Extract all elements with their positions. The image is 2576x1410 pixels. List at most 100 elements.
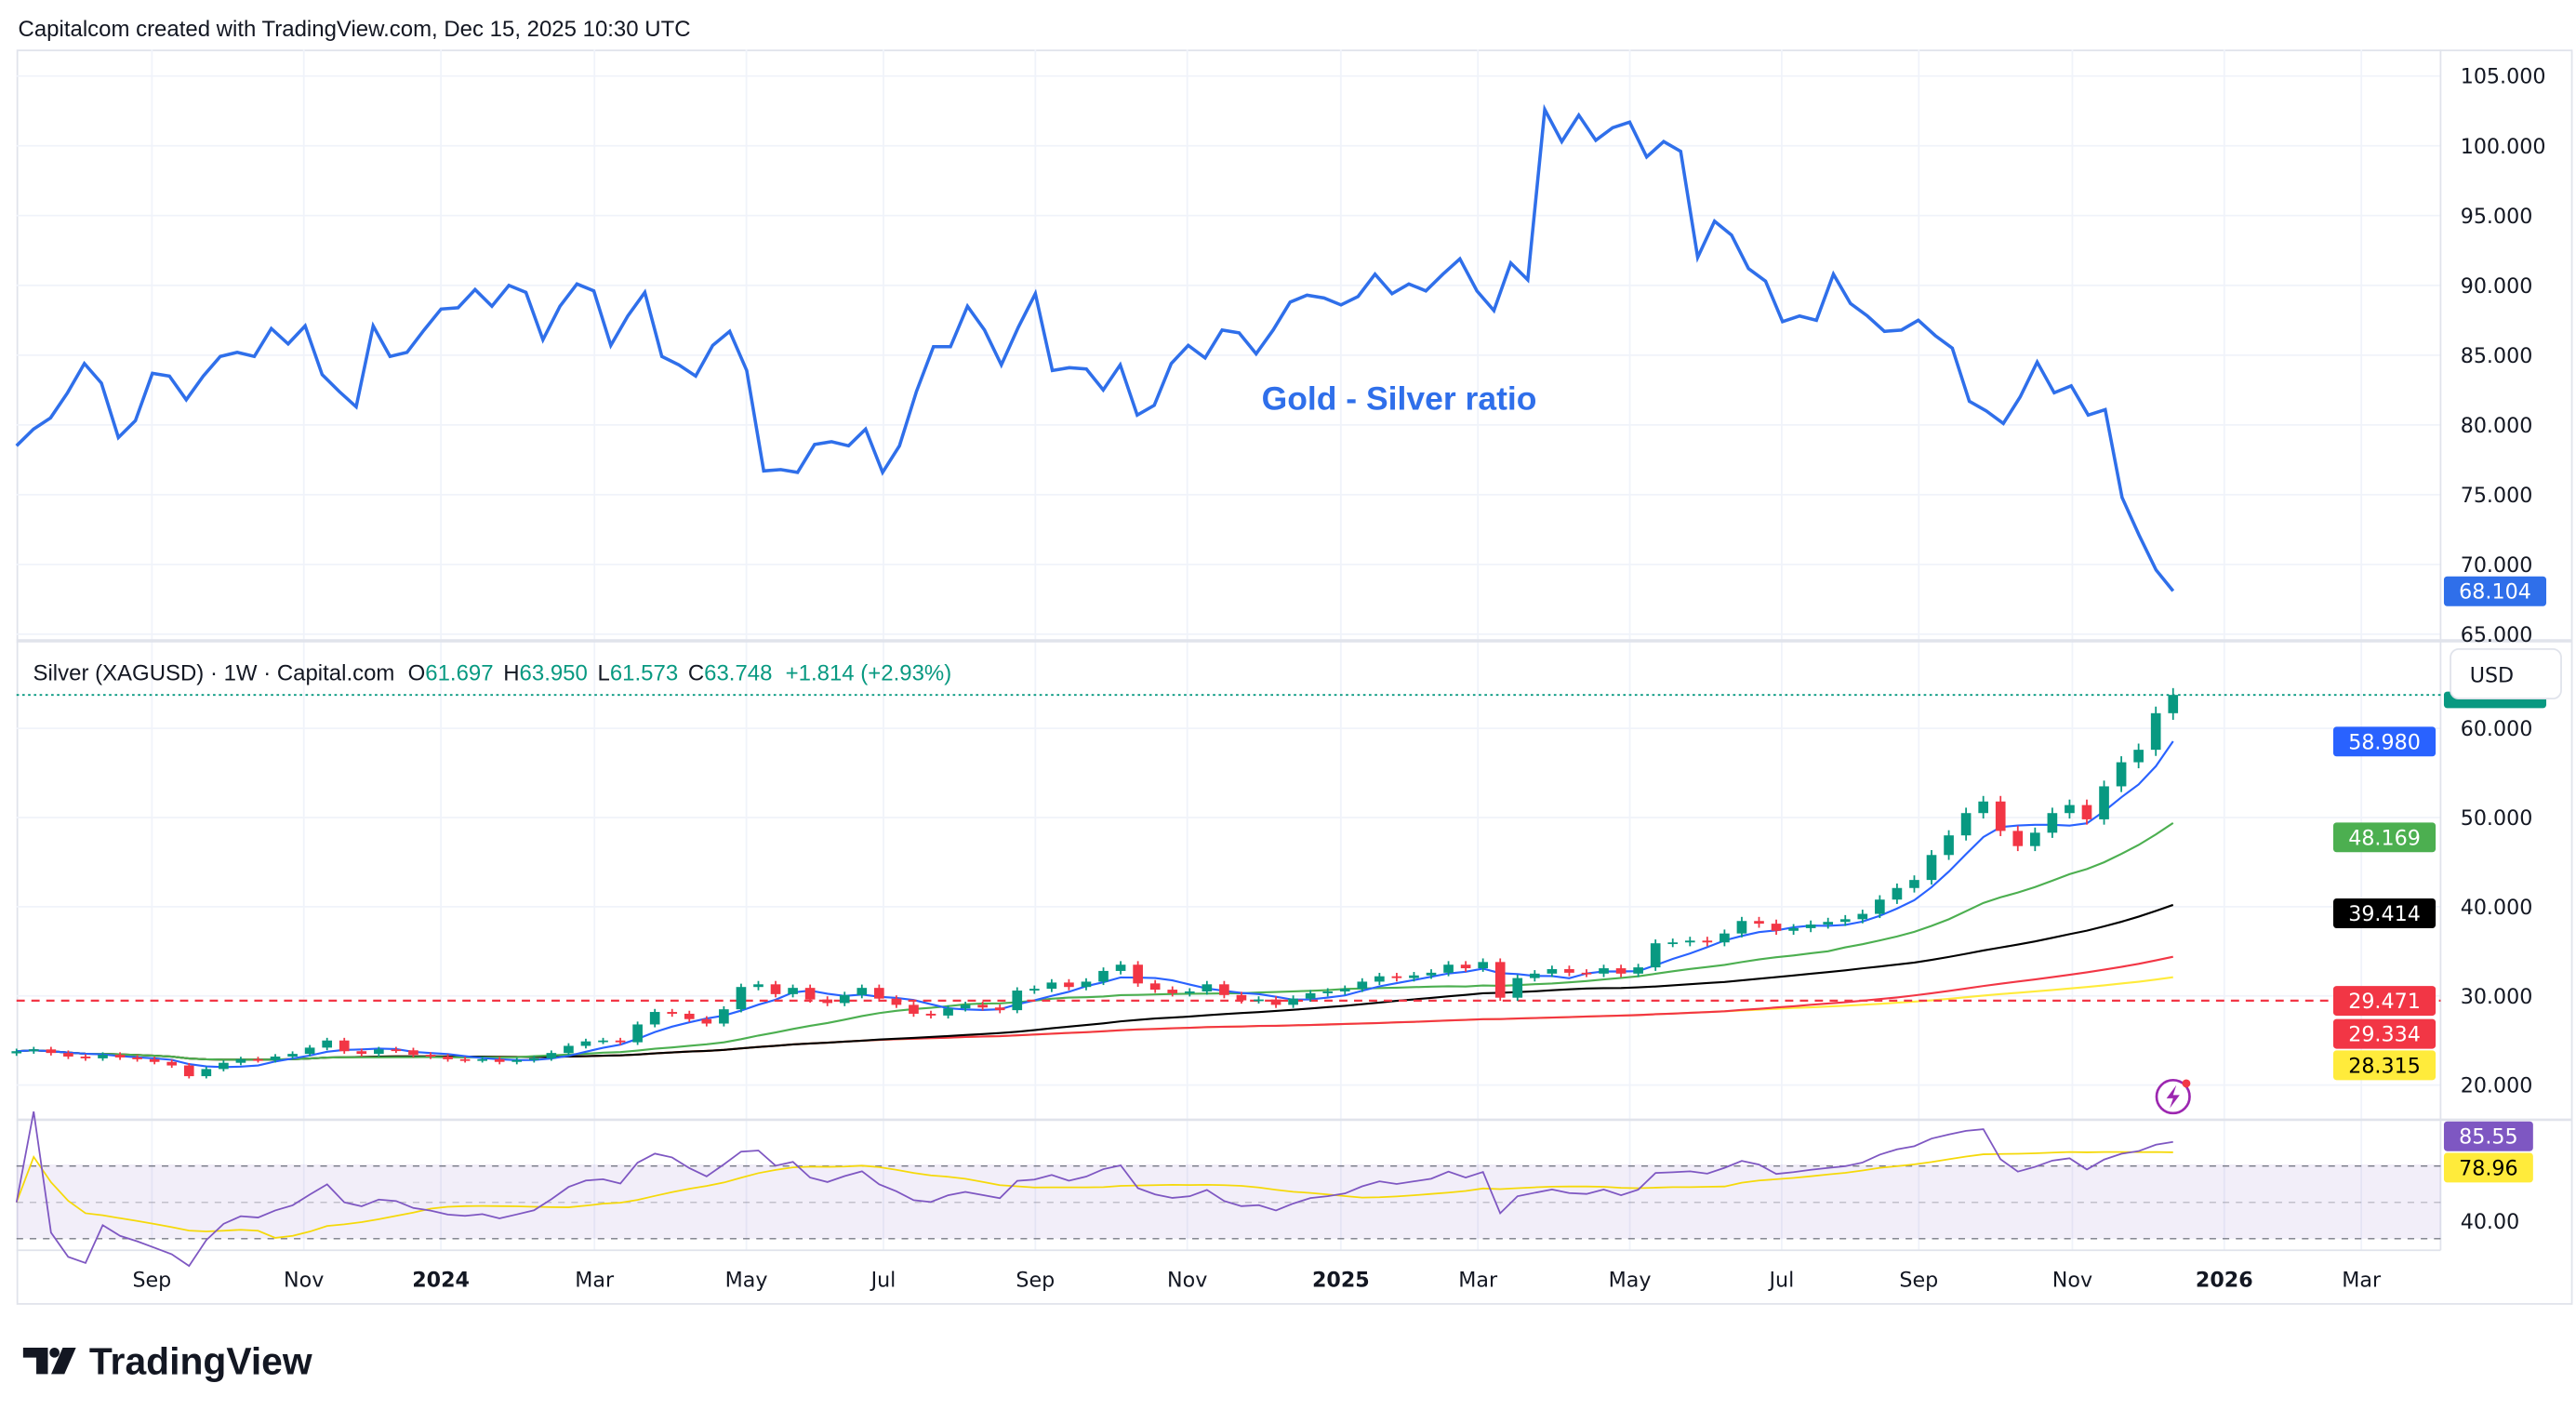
candle-body: [1839, 919, 1851, 923]
time-axis-tick: Jul: [870, 1268, 896, 1292]
candle: [960, 1002, 971, 1012]
candle: [1667, 938, 1679, 948]
candle: [2081, 799, 2092, 825]
candle-body: [201, 1069, 212, 1077]
candle-body: [546, 1053, 557, 1058]
candle-body: [1702, 940, 1713, 943]
price-label-background: [2332, 986, 2437, 1017]
ratio-last-label: 68.104: [2443, 576, 2547, 606]
candle: [1995, 795, 2006, 836]
candle-body: [822, 999, 833, 1004]
candle-body: [80, 1056, 91, 1058]
candle-body: [1494, 962, 1506, 998]
candle-body: [1650, 943, 1661, 968]
candle-body: [2116, 762, 2127, 787]
silver-price-axis[interactable]: 20.000 30.000 40.000 50.000 60.000: [2461, 717, 2533, 1098]
candle-body: [1202, 984, 1213, 991]
time-axis-tick: Nov: [284, 1268, 324, 1292]
candle: [443, 1054, 453, 1062]
candle: [2099, 780, 2109, 825]
time-axis-tick: Sep: [1899, 1268, 1938, 1292]
candle-body: [1460, 964, 1471, 969]
candle: [1098, 967, 1109, 986]
candle: [891, 995, 902, 1008]
candle: [770, 980, 781, 998]
candle: [598, 1037, 608, 1044]
candle: [1599, 964, 1609, 978]
candle-body: [2065, 805, 2075, 814]
silver-legend[interactable]: Silver (XAGUSD) · 1W · Capital.com O61.69…: [33, 661, 952, 686]
time-axis-tick: Nov: [1167, 1268, 1207, 1292]
candle: [546, 1050, 557, 1061]
candle-body: [1219, 984, 1229, 995]
candle-body: [270, 1056, 281, 1060]
candle-body: [909, 1004, 919, 1014]
price-label-badge: 29.334: [2332, 1018, 2437, 1049]
candle: [856, 984, 868, 999]
candle-body: [1720, 933, 1730, 943]
candle-body: [1443, 964, 1454, 973]
time-axis-tick: 2026: [2196, 1268, 2253, 1292]
candle: [874, 984, 884, 1003]
candle: [2116, 756, 2127, 792]
candle: [719, 1005, 729, 1027]
candle: [1167, 986, 1178, 997]
candle: [1960, 807, 1972, 841]
candle-body: [994, 1007, 1005, 1011]
candle-body: [1478, 962, 1488, 969]
candle-body: [28, 1049, 39, 1052]
candle: [736, 983, 747, 1013]
candle: [1805, 920, 1816, 933]
candle-body: [1857, 913, 1868, 920]
candle-body: [977, 1004, 988, 1008]
candle: [909, 1002, 919, 1018]
price-label-text: 29.471: [2348, 990, 2421, 1014]
candle-body: [1978, 801, 1988, 814]
candle: [804, 984, 816, 1004]
candle: [408, 1047, 418, 1058]
candle: [528, 1056, 539, 1063]
candle: [477, 1057, 487, 1063]
price-label-badge: 58.980: [2332, 726, 2437, 757]
candle-body: [564, 1045, 574, 1054]
candle-body: [1426, 972, 1437, 976]
lightning-icon[interactable]: [2155, 1079, 2191, 1115]
candle-body: [1115, 964, 1126, 971]
candle: [977, 1002, 988, 1011]
candle-body: [374, 1049, 384, 1055]
candle-body: [494, 1058, 505, 1062]
candle-body: [874, 988, 884, 999]
candle-body: [839, 994, 850, 1004]
candle-body: [63, 1053, 73, 1057]
candle-body: [1771, 924, 1782, 931]
ratio-price-axis[interactable]: 65.000 70.000 75.000 80.000 85.000 90.000 95.0…: [2461, 65, 2546, 647]
candle-body: [477, 1058, 487, 1061]
grid: [16, 49, 2441, 1251]
candle: [1944, 830, 1954, 860]
candle: [1788, 924, 1799, 936]
tradingview-logo[interactable]: TradingView: [22, 1339, 312, 1382]
candle-body: [1667, 942, 1679, 945]
rsi-badge-text: 85.55: [2459, 1125, 2518, 1150]
candle: [374, 1046, 384, 1057]
candle-body: [1788, 927, 1799, 931]
candle-body: [2012, 831, 2024, 846]
candle: [1202, 980, 1213, 995]
candle: [1460, 961, 1471, 972]
candle-body: [1926, 855, 1937, 881]
candle: [925, 1010, 936, 1019]
candle-body: [1409, 975, 1419, 978]
candle-body: [891, 998, 902, 1005]
candle: [1892, 883, 1903, 904]
time-axis[interactable]: Sep Nov 2024 Mar May Jul Sep Nov 2025 Mar May Jul Se…: [132, 1268, 2382, 1292]
candle-body: [1547, 969, 1558, 974]
candle: [2012, 825, 2024, 852]
candle-body: [98, 1055, 108, 1058]
candle: [1720, 929, 1730, 947]
candle: [1391, 972, 1402, 982]
candle-body: [1149, 983, 1161, 991]
currency-button[interactable]: USD: [2450, 648, 2562, 700]
candle: [1029, 985, 1040, 994]
rsi-value-badge: 85.55: [2443, 1121, 2533, 1151]
